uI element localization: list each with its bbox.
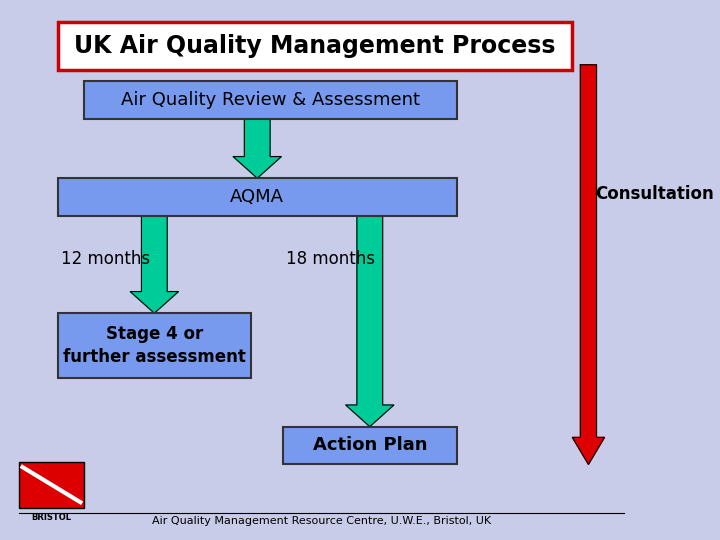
Text: BRISTOL: BRISTOL: [32, 513, 71, 522]
FancyBboxPatch shape: [84, 81, 456, 119]
Text: Consultation: Consultation: [595, 185, 714, 204]
Text: AQMA: AQMA: [230, 188, 284, 206]
FancyBboxPatch shape: [19, 462, 84, 508]
FancyBboxPatch shape: [283, 427, 456, 464]
FancyBboxPatch shape: [58, 22, 572, 70]
Text: Air Quality Review & Assessment: Air Quality Review & Assessment: [121, 91, 420, 109]
Text: Air Quality Management Resource Centre, U.W.E., Bristol, UK: Air Quality Management Resource Centre, …: [152, 516, 491, 526]
FancyBboxPatch shape: [58, 178, 456, 216]
Text: Stage 4 or
further assessment: Stage 4 or further assessment: [63, 325, 246, 367]
Polygon shape: [130, 216, 179, 313]
Polygon shape: [572, 65, 605, 464]
Text: UK Air Quality Management Process: UK Air Quality Management Process: [74, 34, 556, 58]
Text: 18 months: 18 months: [286, 250, 375, 268]
FancyBboxPatch shape: [58, 313, 251, 378]
Text: Action Plan: Action Plan: [312, 436, 427, 455]
Polygon shape: [346, 216, 394, 427]
Polygon shape: [233, 119, 282, 178]
Text: 12 months: 12 months: [61, 250, 150, 268]
